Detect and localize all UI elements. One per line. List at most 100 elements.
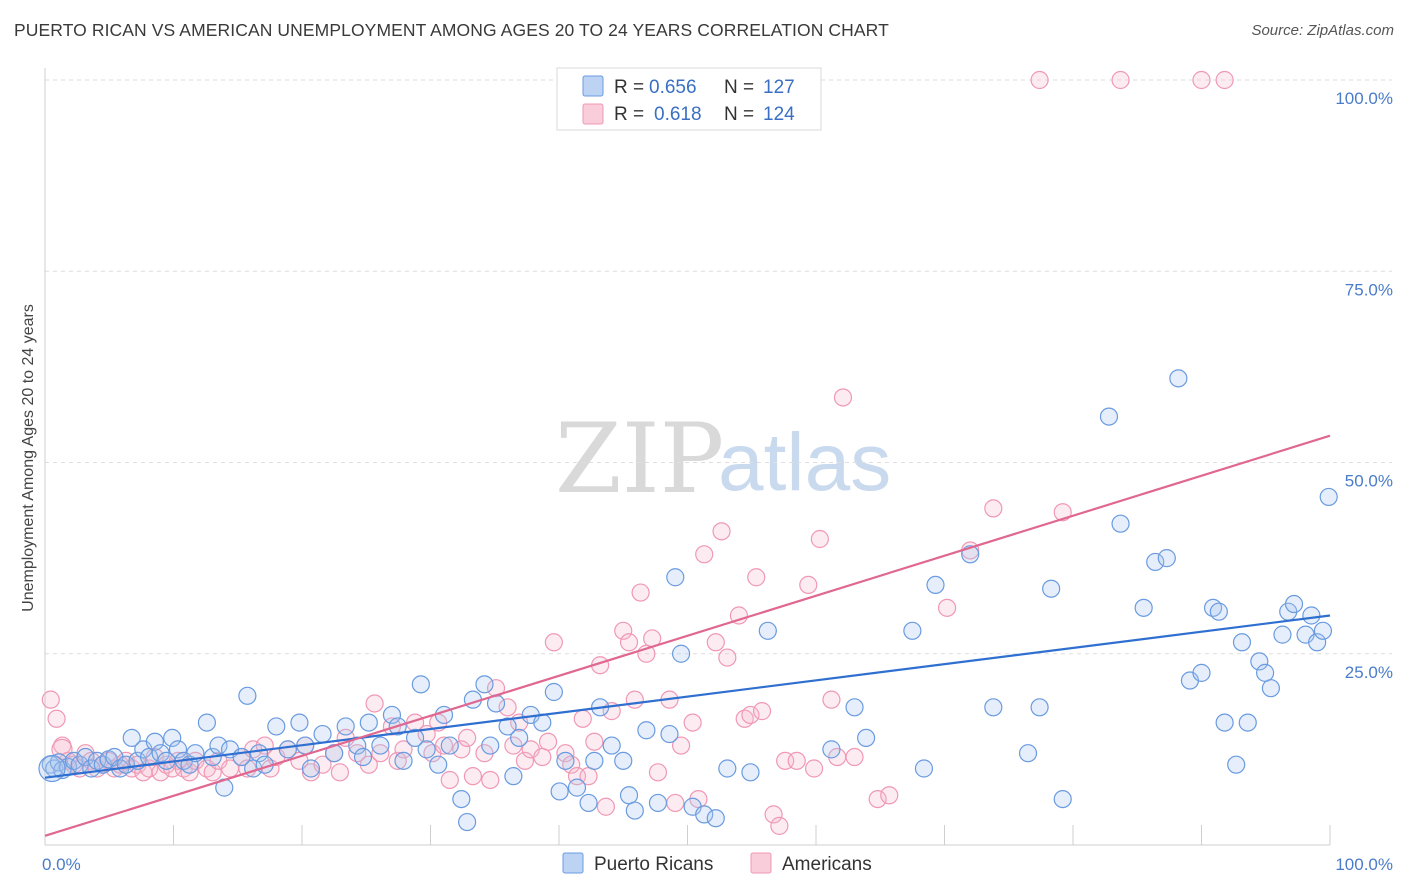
point-puerto-ricans-84 [671,644,691,663]
point-puerto-ricans-37 [267,717,286,736]
point-puerto-ricans-7 [76,747,95,767]
point-puerto-ricans-98 [984,698,1003,717]
axes [44,68,1331,846]
legend-n-value-1: 127 [763,77,795,98]
point-americans-107 [810,529,829,549]
legend-n-value-2: 124 [763,104,795,125]
point-americans-98 [741,705,760,725]
point-puerto-ricans-124 [1302,606,1321,625]
point-puerto-ricans-115 [1232,633,1252,652]
point-puerto-ricans-71 [556,751,575,770]
point-americans-92 [695,545,714,564]
point-americans-96 [729,606,749,625]
point-puerto-ricans-38 [278,740,297,759]
point-americans-68 [533,747,552,767]
point-americans-99 [747,568,766,587]
point-puerto-ricans-51 [394,751,413,770]
point-puerto-ricans-88 [718,759,737,778]
point-puerto-ricans-125 [1308,633,1327,652]
point-americans-88 [666,793,685,813]
bottom-legend-swatch-puerto-ricans [562,852,584,874]
point-puerto-ricans-59 [458,812,477,832]
point-puerto-ricans-58 [452,789,471,809]
point-americans-63 [498,698,517,717]
point-puerto-ricans-77 [614,751,633,770]
point-americans-80 [614,621,633,640]
point-puerto-ricans-44 [336,717,355,736]
point-puerto-ricans-55 [429,755,448,774]
point-americans-57 [452,740,471,759]
point-puerto-ricans-57 [440,736,459,755]
point-puerto-ricans-91 [822,740,841,759]
point-puerto-ricans-45 [348,736,367,755]
point-puerto-ricans-70 [550,782,569,801]
point-americans-105 [799,575,818,595]
watermark-zip: ZIP [555,403,724,515]
point-puerto-ricans-93 [857,728,876,748]
point-americans-120 [1192,70,1211,90]
point-puerto-ricans-99 [1018,744,1038,763]
point-puerto-ricans-120 [1273,625,1292,644]
point-puerto-ricans-66 [510,728,529,748]
point-americans-61 [481,770,500,790]
point-puerto-ricans-106 [1146,552,1165,572]
point-puerto-ricans-83 [666,568,685,587]
point-puerto-ricans-96 [926,575,945,595]
point-puerto-ricans-87 [706,809,725,828]
bottom-legend-label-puerto-ricans: Puerto Ricans [594,854,713,875]
y-tick-label-3: 100.0% [1335,89,1393,108]
point-americans-66 [515,751,535,770]
point-puerto-ricans-112 [1209,602,1228,621]
point-puerto-ricans-122 [1284,594,1304,614]
point-puerto-ricans-108 [1169,369,1188,388]
point-puerto-ricans-53 [411,675,430,694]
point-americans-62 [486,679,506,698]
y-tick-labels: 25.0% 50.0% 75.0% 100.0% [1335,89,1393,682]
point-puerto-ricans-61 [475,675,494,694]
point-americans-119 [1111,70,1130,90]
point-puerto-ricans-69 [544,682,563,702]
point-americans-108 [822,690,841,709]
point-americans-93 [706,633,725,652]
legend-r-label-2: R = [614,104,644,125]
bottom-legend-swatch-americans [750,852,772,874]
point-americans-81 [619,633,639,652]
point-puerto-ricans-119 [1261,679,1280,698]
point-puerto-ricans-82 [660,724,679,744]
point-americans-55 [434,736,454,755]
point-puerto-ricans-89 [741,763,760,782]
point-puerto-ricans-46 [353,747,373,767]
point-puerto-ricans-48 [371,736,390,755]
point-americans-114 [937,598,957,617]
trend-lines [44,434,1331,837]
legend-r-value-2: 0.618 [654,104,702,125]
point-puerto-ricans-118 [1256,663,1275,682]
legend-n-label-1: N = [724,77,754,98]
legend-swatch-americans [582,103,604,125]
point-americans-0 [41,690,60,709]
point-americans-95 [718,648,737,667]
point-puerto-ricans-49 [382,705,402,725]
point-puerto-ricans-19 [145,732,164,751]
point-americans-82 [625,690,644,709]
point-puerto-ricans-41 [301,759,321,778]
point-puerto-ricans-27 [197,713,217,732]
point-puerto-ricans-100 [1030,698,1049,717]
point-puerto-ricans-102 [1053,789,1072,809]
point-puerto-ricans-110 [1192,663,1211,682]
y-axis-label: Unemployment Among Ages 20 to 24 years [20,304,37,612]
point-americans-42 [330,763,350,782]
point-americans-1 [47,709,66,728]
point-puerto-ricans-42 [313,724,332,744]
point-americans-70 [544,633,563,652]
point-puerto-ricans-65 [504,767,523,786]
point-americans-102 [770,816,789,835]
point-puerto-ricans-114 [1227,755,1246,774]
x-tick-labels: 0.0% 100.0% [42,855,1393,874]
point-puerto-ricans-47 [359,713,378,732]
point-puerto-ricans-126 [1313,621,1333,640]
point-americans-94 [712,522,731,541]
point-americans-116 [984,499,1003,518]
point-puerto-ricans-105 [1134,598,1153,617]
